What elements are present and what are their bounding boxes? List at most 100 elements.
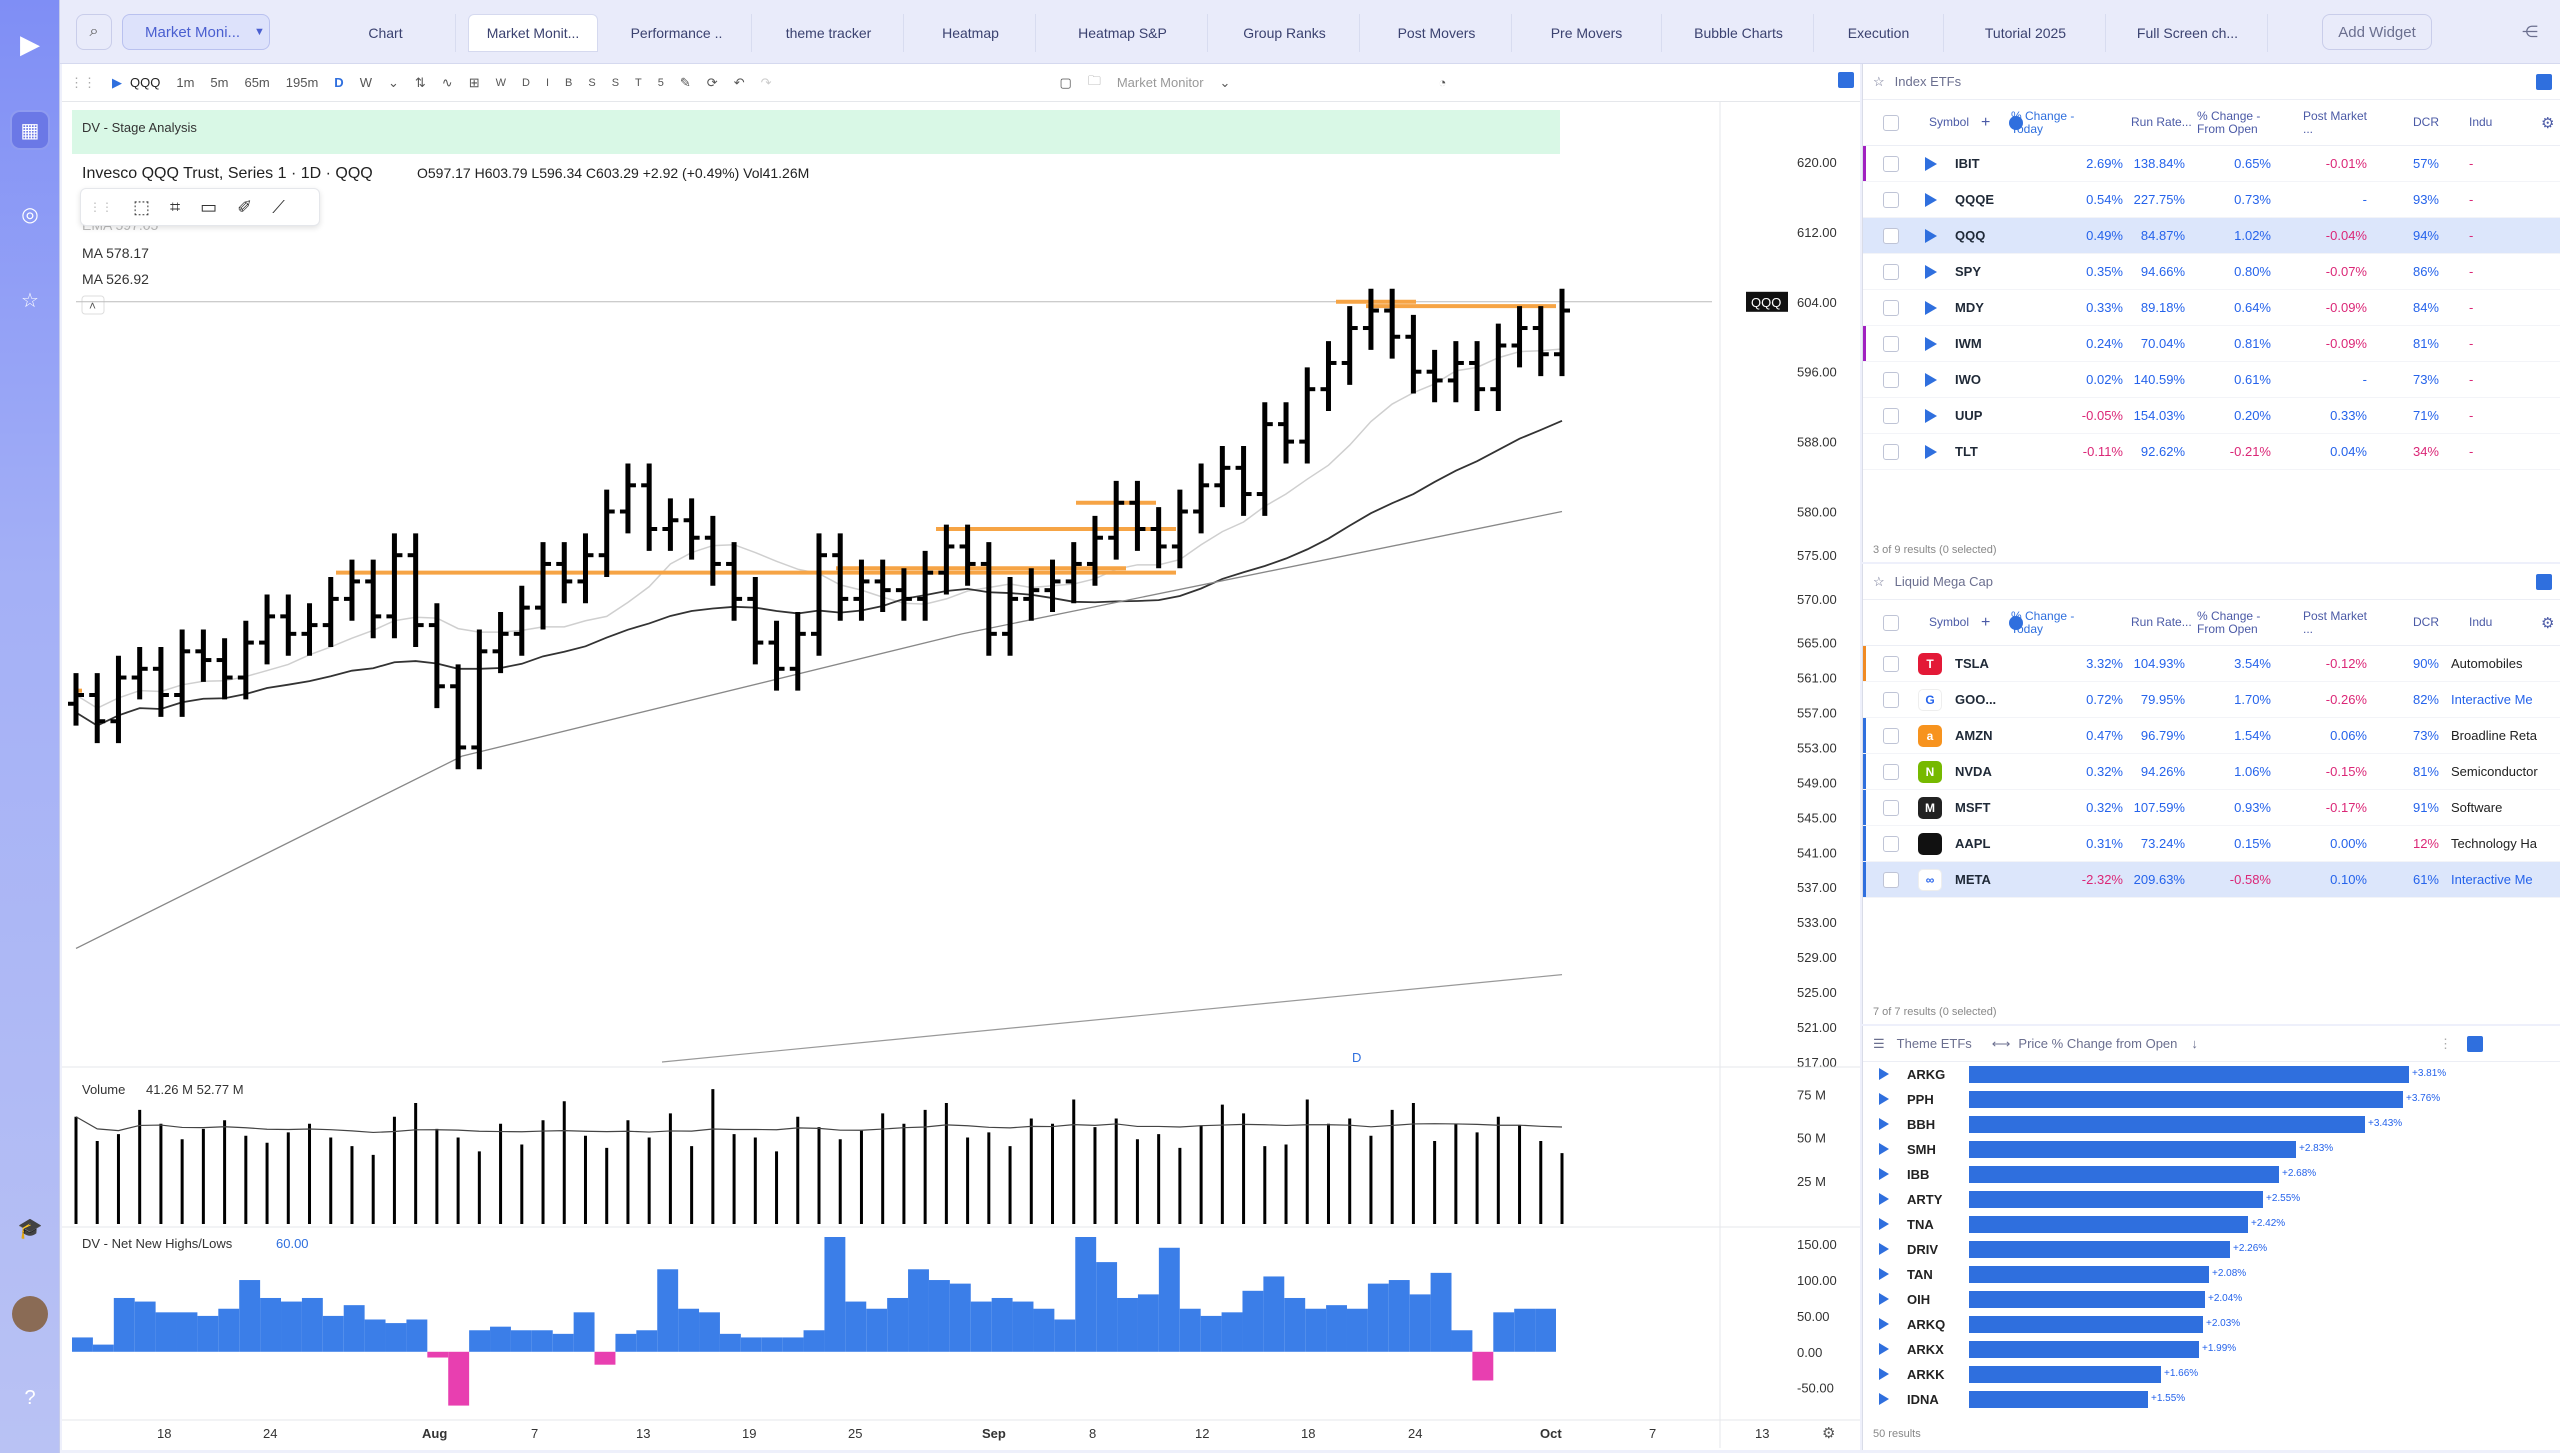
compare-icon[interactable]: ⇅	[414, 74, 426, 90]
star-icon[interactable]: ☆	[1873, 573, 1885, 589]
list-item[interactable]: ARKQ +2.03%	[1863, 1312, 2560, 1337]
symbol[interactable]: QQQE	[1955, 192, 1995, 207]
play-icon[interactable]	[1925, 301, 1937, 315]
search-icon[interactable]: ⌕	[76, 14, 112, 50]
play-icon[interactable]: ▶	[112, 74, 122, 90]
column-header[interactable]: Post Market ...	[2303, 608, 2368, 636]
table-row[interactable]: TLT -0.11% 92.62% -0.21% 0.04% 34% -	[1863, 434, 2560, 470]
toolbar-letter-button[interactable]: B	[565, 76, 573, 89]
radar-icon[interactable]: ◎	[21, 203, 39, 226]
play-icon[interactable]	[1925, 445, 1937, 459]
symbol[interactable]: IBIT	[1955, 156, 1980, 171]
share-icon[interactable]: ⋲	[2522, 24, 2538, 41]
row-checkbox[interactable]	[1883, 836, 1899, 852]
column-header[interactable]: DCR	[2413, 115, 2439, 129]
symbol[interactable]: TNA	[1907, 1217, 1934, 1232]
column-header[interactable]: Run Rate...	[2131, 115, 2192, 129]
symbol[interactable]: BBH	[1907, 1117, 1936, 1132]
symbol[interactable]: QQQ	[1955, 228, 1986, 243]
row-checkbox[interactable]	[1883, 336, 1899, 352]
sort-direction-icon[interactable]: ↓	[2191, 1036, 2198, 1051]
play-icon[interactable]	[1925, 265, 1937, 279]
table-row[interactable]: AAPL 0.31% 73.24% 0.15% 0.00% 12% Technology H…	[1863, 826, 2560, 862]
sort-icon[interactable]: ⟷	[1991, 1035, 2011, 1051]
play-icon[interactable]	[1879, 1168, 1889, 1180]
symbol[interactable]: PPH	[1907, 1092, 1934, 1107]
avatar[interactable]	[12, 1296, 48, 1332]
replay-icon[interactable]: ⟳	[706, 74, 718, 90]
symbol[interactable]: ARKX	[1907, 1342, 1944, 1357]
tab-3[interactable]: theme tracker	[754, 14, 904, 52]
row-checkbox[interactable]	[1883, 764, 1899, 780]
symbol[interactable]: UUP	[1955, 408, 1983, 423]
list-item[interactable]: DRIV +2.26%	[1863, 1237, 2560, 1262]
list-item[interactable]: ARKG +3.81%	[1863, 1062, 2560, 1087]
pencil-icon[interactable]: ✎	[679, 74, 691, 90]
symbol[interactable]: GOO...	[1955, 692, 1997, 707]
templates-icon[interactable]: ⊞	[468, 74, 480, 90]
symbol[interactable]: OIH	[1907, 1292, 1931, 1307]
redo-icon[interactable]: ↷	[760, 74, 772, 90]
list-item[interactable]: ARKK +1.66%	[1863, 1362, 2560, 1387]
symbol[interactable]: TLT	[1955, 444, 1978, 459]
interval-1m[interactable]: 1m	[176, 75, 195, 90]
rectangle-tool-icon[interactable]: ⬚	[133, 196, 151, 217]
symbol[interactable]: ARKQ	[1907, 1317, 1946, 1332]
collapse-legend-button[interactable]	[81, 295, 105, 315]
interval-65m[interactable]: 65m	[244, 75, 270, 90]
symbol[interactable]: DRIV	[1907, 1242, 1939, 1257]
play-icon[interactable]	[1879, 1343, 1889, 1355]
row-checkbox[interactable]	[1883, 692, 1899, 708]
column-header[interactable]: Symbol	[1929, 615, 1970, 629]
toolbar-letter-button[interactable]: S	[611, 76, 620, 89]
column-header[interactable]: Run Rate...	[2131, 615, 2192, 629]
play-icon[interactable]	[1925, 373, 1937, 387]
toolbar-letter-button[interactable]: 5	[657, 76, 664, 89]
comment-tool-icon[interactable]: ▭	[200, 196, 218, 217]
settings-icon[interactable]: ⚙	[2541, 614, 2555, 632]
symbol[interactable]: IDNA	[1907, 1392, 1939, 1407]
line-tool-icon[interactable]: ⟋	[272, 196, 285, 217]
symbol[interactable]: MSFT	[1955, 800, 1991, 815]
list-item[interactable]: OIH +2.04%	[1863, 1287, 2560, 1312]
tab-2[interactable]: Performance ..	[602, 14, 752, 52]
column-header[interactable]: Post Market ...	[2303, 108, 2368, 136]
tab-10[interactable]: Execution	[1814, 14, 1944, 52]
help-icon[interactable]: ?	[24, 1386, 36, 1409]
row-checkbox[interactable]	[1883, 228, 1899, 244]
interval-W[interactable]: W	[359, 75, 372, 90]
add-column-icon[interactable]: +	[1981, 613, 1991, 631]
row-checkbox[interactable]	[1883, 444, 1899, 460]
table-row[interactable]: QQQE 0.54% 227.75% 0.73% - 93% -	[1863, 182, 2560, 218]
layout-name[interactable]: Market Monitor	[1116, 75, 1204, 90]
symbol[interactable]: META	[1955, 872, 1991, 887]
tab-0[interactable]: Chart	[316, 14, 456, 52]
symbol[interactable]: IBB	[1907, 1167, 1930, 1182]
folder-icon[interactable]: 🗀	[1087, 72, 1101, 88]
row-checkbox[interactable]	[1883, 656, 1899, 672]
symbol[interactable]: AAPL	[1955, 836, 1991, 851]
interval-5m[interactable]: 5m	[210, 75, 229, 90]
table-row[interactable]: N NVDA 0.32% 94.26% 1.06% -0.15% 81% Semiconduc…	[1863, 754, 2560, 790]
toolbar-letter-button[interactable]: I	[545, 76, 549, 89]
panel-color-swatch[interactable]	[2536, 573, 2552, 590]
play-icon[interactable]	[1879, 1318, 1889, 1330]
list-item[interactable]: IDNA +1.55%	[1863, 1387, 2560, 1412]
interval-195m[interactable]: 195m	[285, 75, 319, 90]
list-item[interactable]: PPH +3.76%	[1863, 1087, 2560, 1112]
interval-D[interactable]: D	[334, 75, 344, 90]
table-row[interactable]: MDY 0.33% 89.18% 0.64% -0.09% 84% -	[1863, 290, 2560, 326]
table-row[interactable]: T TSLA 3.32% 104.93% 3.54% -0.12% 90% Automobil…	[1863, 646, 2560, 682]
tab-7[interactable]: Post Movers	[1362, 14, 1512, 52]
panel-color-swatch[interactable]	[2467, 1035, 2483, 1052]
tab-12[interactable]: Full Screen ch...	[2108, 14, 2268, 52]
symbol[interactable]: AMZN	[1955, 728, 1993, 743]
play-icon[interactable]	[1879, 1193, 1889, 1205]
table-row[interactable]: ∞ META -2.32% 209.63% -0.58% 0.10% 61% Interact…	[1863, 862, 2560, 898]
drag-handle-icon[interactable]: ⋮⋮	[89, 200, 113, 214]
symbol[interactable]: TSLA	[1955, 656, 1989, 671]
add-column-icon[interactable]: +	[1981, 113, 1991, 131]
add-widget-button[interactable]: Add Widget	[2322, 14, 2432, 50]
layout-dropdown[interactable]: Market Moni... ▼	[122, 14, 270, 50]
select-all-checkbox[interactable]	[1883, 615, 1899, 631]
